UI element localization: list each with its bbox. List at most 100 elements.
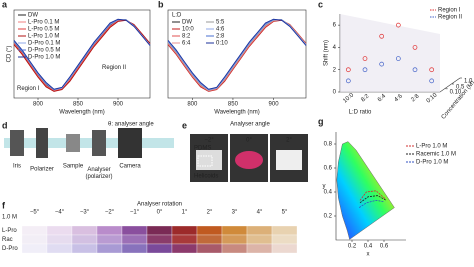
- legend-label: 5:5: [216, 20, 225, 26]
- legend-label: Region I: [438, 8, 461, 14]
- point: [429, 78, 435, 84]
- point: [379, 61, 385, 67]
- point: [379, 33, 385, 39]
- heatmap-cell: [121, 225, 148, 236]
- setup-diagram: [4, 128, 174, 158]
- annotation: Region II: [102, 65, 126, 71]
- series-line: [13, 18, 151, 90]
- series-line: [358, 199, 385, 208]
- legend-label: D-Pro 1.0 M: [28, 55, 60, 61]
- heatmap-cell: [171, 225, 198, 236]
- photos: [190, 134, 308, 182]
- point: [362, 56, 368, 61]
- x-tick-label: 850: [228, 102, 239, 108]
- z-tick-label: 0.10: [450, 89, 462, 95]
- legend-label: D-Pro 0.1 M: [28, 41, 60, 47]
- point: [362, 67, 368, 73]
- heatmap-cell: [121, 243, 148, 254]
- legend-label: Region II: [438, 15, 462, 21]
- row-label: Rac: [2, 237, 13, 243]
- panel-label: e: [182, 120, 187, 130]
- heatmap-cell: [46, 234, 73, 245]
- heatmap-cell: [271, 243, 298, 254]
- conc-label: 1.0 M: [2, 215, 17, 221]
- point: [395, 22, 401, 28]
- panel-label: f: [2, 200, 6, 210]
- angle-label: 2°: [286, 138, 292, 144]
- panel-label: c: [318, 0, 323, 9]
- part-label: Sample: [63, 164, 84, 170]
- legend-label: 6:4: [182, 41, 191, 47]
- legend-label: L-Pro 1.0 M: [28, 34, 59, 40]
- heatmap-cell: [121, 234, 148, 245]
- heatmap-cell: [271, 234, 298, 245]
- heatmap-cell: [221, 234, 248, 245]
- heatmap-cell: [221, 225, 248, 236]
- y-tick-label: 2: [333, 67, 337, 73]
- heatmap-cell: [146, 243, 173, 254]
- z-tick-label: 0.5: [456, 85, 465, 91]
- angle-note: θ: analyser angle: [108, 122, 154, 128]
- panel-label: b: [158, 0, 164, 9]
- x-tick-label: 8:2: [360, 93, 371, 103]
- heatmap-cell: [46, 243, 73, 254]
- column-label: 0°: [157, 210, 163, 216]
- panel-label: d: [2, 120, 8, 130]
- y-axis-label: y: [323, 184, 326, 190]
- x-axis-label: x: [367, 252, 370, 258]
- point: [395, 56, 401, 61]
- z-tick-label: 1.0: [464, 79, 473, 85]
- x-tick-label: 0.2: [348, 244, 357, 250]
- heatmap-cell: [171, 234, 198, 245]
- point: [412, 45, 418, 50]
- column-label: −4°: [55, 210, 65, 216]
- y-tick-label: 0.4: [324, 190, 333, 196]
- heatmap-cell: [96, 243, 123, 254]
- point: [345, 78, 351, 84]
- column-label: −1°: [130, 210, 140, 216]
- photos-title: Analyser angle: [230, 122, 270, 128]
- gamut: [336, 141, 395, 240]
- column-label: 1°: [182, 210, 188, 216]
- photo-label: Helicoids: [194, 174, 218, 180]
- x-tick-label: 0.6: [380, 244, 389, 250]
- x-axis-label: Wavelength (nm): [214, 110, 259, 116]
- photo-label: PDMS: [194, 146, 211, 152]
- heatmap-cell: [46, 225, 73, 236]
- legend-label: D-Pro 0.5 M: [28, 48, 60, 54]
- y-tick-label: 6: [333, 23, 337, 29]
- series-line: [359, 190, 386, 201]
- column-label: −3°: [80, 210, 90, 216]
- x-axis-label: L:D ratio: [349, 110, 372, 116]
- legend-label: L-Pro 0.1 M: [28, 20, 59, 26]
- x-tick-label: 900: [269, 102, 280, 108]
- panel-label: a: [2, 0, 8, 9]
- heatmap-title: Analyser rotation: [137, 202, 182, 208]
- legend-label: DW: [28, 13, 38, 19]
- plot-frame: [167, 9, 307, 99]
- heatmap-cell: [21, 234, 48, 245]
- legend-label: L-Pro 1.0 M: [416, 144, 447, 150]
- legend-title: L:D: [172, 13, 182, 19]
- x-axis-label: Wavelength (nm): [59, 110, 104, 116]
- legend-label: Racemic 1.0 M: [416, 152, 456, 158]
- x-tick-label: 900: [113, 102, 124, 108]
- x-tick-label: 10:0: [342, 92, 355, 105]
- y-axis-label: CD (°): [7, 46, 13, 63]
- part-label: Camera: [119, 164, 141, 170]
- x-tick-label: 2:8: [410, 93, 421, 103]
- point: [429, 67, 435, 73]
- heatmap-cell: [196, 225, 223, 236]
- y-tick-label: 0.8: [324, 142, 333, 148]
- heatmap-cell: [221, 243, 248, 254]
- y-tick-label: 4: [333, 45, 337, 51]
- heatmap-cell: [21, 225, 48, 236]
- y-tick-label: 0.6: [324, 166, 333, 172]
- heatmap-cell: [96, 225, 123, 236]
- column-label: 5°: [282, 210, 288, 216]
- x-tick-label: 850: [73, 102, 84, 108]
- x-tick-label: 800: [33, 102, 44, 108]
- heatmap-cell: [246, 234, 273, 245]
- legend-label: 0:10: [216, 41, 228, 47]
- part-label: Iris: [13, 164, 21, 170]
